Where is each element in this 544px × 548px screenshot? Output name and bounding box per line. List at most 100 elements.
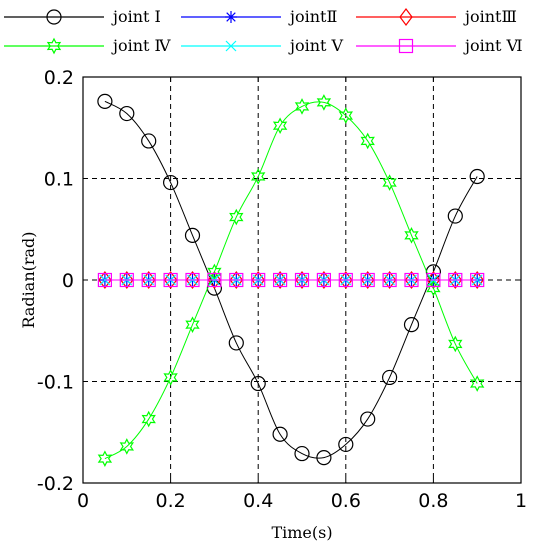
data-point [338,107,353,124]
data-point [141,133,157,149]
data-point [339,271,353,289]
data-point [98,271,112,289]
series-line [104,100,478,459]
data-point [141,410,156,428]
y-tick-label: -0.1 [37,372,74,394]
data-point [229,208,244,226]
y-tick-label: 0.1 [44,169,74,191]
series-4 [97,94,485,467]
x-tick-label: 0.4 [243,490,273,512]
data-point [447,208,463,224]
legend-label: joint Ⅴ [288,36,344,55]
data-point [250,375,266,392]
data-point [294,98,310,115]
legend-marker [398,38,414,54]
data-point [272,117,288,135]
legend-marker [225,11,237,23]
series-layer [97,93,485,467]
legend-item-2: jointⅡ [181,7,337,26]
legend-item-1: joint Ⅰ [4,7,161,26]
data-point [360,272,375,288]
data-point [404,272,419,288]
x-tick-label: 0.8 [418,490,448,512]
series-6 [97,272,485,288]
data-point [273,271,287,289]
axis-ticks: 0 0.2 0.4 0.6 0.8 1 -0.2 -0.1 0 0.1 0.2 [37,67,527,512]
y-tick-label: -0.2 [37,473,74,495]
data-point [141,271,156,289]
x-tick-label: 0.6 [331,490,361,512]
legend-marker [399,8,413,26]
x-axis-label: Time(s) [271,523,332,542]
data-point [403,317,420,333]
data-point [360,132,375,150]
data-point [338,272,353,288]
data-point [295,271,309,289]
data-point [97,272,113,288]
legend-item-3: jointⅢ [356,7,517,26]
data-point [426,272,441,288]
legend-marker [46,37,62,55]
legend-item-4: joint Ⅳ [4,36,172,55]
y-axis-label: Radian(rad) [19,231,38,328]
legend-label: jointⅡ [288,7,337,26]
data-point [382,271,397,289]
data-point [404,227,419,244]
legend-item-5: joint Ⅴ [181,36,344,55]
data-point [163,369,178,386]
legend-label: joint Ⅳ [111,36,172,55]
data-point [382,272,397,288]
data-point [360,271,375,289]
data-point [119,272,134,288]
data-point [360,411,376,427]
data-point [120,271,134,289]
data-point [228,335,244,351]
data-point [119,105,135,122]
data-point [470,271,484,289]
data-point [382,174,397,191]
legend: joint Ⅰ jointⅡ jointⅢ joint Ⅳ joint Ⅴ joint Ⅵ [4,7,523,55]
data-point [448,335,463,353]
data-point [163,271,178,289]
data-point [119,438,134,455]
data-point [97,93,113,109]
data-point [316,272,331,288]
data-point [97,450,113,467]
data-point [273,272,288,288]
data-point [141,272,156,288]
data-point [404,271,419,289]
series-1 [97,93,485,466]
x-tick-label: 1 [515,490,527,512]
data-point [272,426,288,442]
legend-label: joint Ⅰ [111,7,161,26]
data-point [251,168,266,185]
legend-item-6: joint Ⅵ [356,36,523,55]
data-point [229,271,244,289]
legend-marker [225,40,237,52]
data-point [229,272,244,288]
data-point [338,436,354,453]
data-point [185,316,200,333]
data-point [207,263,222,281]
data-point [185,272,200,288]
data-point [294,272,310,288]
x-tick-label: 0 [77,490,89,512]
x-tick-label: 0.2 [155,490,185,512]
data-point [251,272,266,288]
data-point [382,369,398,386]
data-point [316,450,332,466]
y-tick-label: 0 [62,270,74,292]
data-point [469,168,485,185]
data-point [448,271,463,289]
y-tick-label: 0.2 [44,67,74,89]
legend-label: jointⅢ [463,7,517,26]
data-point [184,227,201,243]
data-point [207,271,222,289]
data-point [207,272,222,288]
legend-marker [46,9,62,25]
data-point [163,174,179,191]
legend-label: joint Ⅵ [463,36,523,55]
data-point [294,445,310,462]
data-point [448,272,463,288]
data-point [251,271,265,289]
